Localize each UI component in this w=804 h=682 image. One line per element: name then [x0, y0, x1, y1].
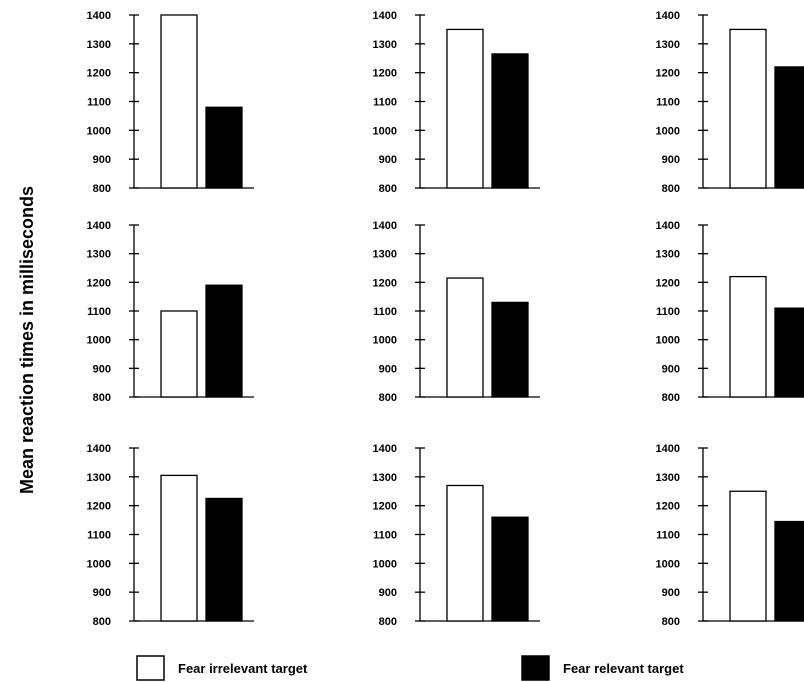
- y-tick-label: 1100: [373, 530, 397, 542]
- y-tick-label: 1100: [87, 530, 111, 542]
- y-tick-label: 900: [379, 363, 397, 375]
- bar-fear-irrelevant: [160, 474, 198, 622]
- y-tick-label: 800: [662, 616, 680, 628]
- y-tick-label: 1400: [373, 443, 397, 455]
- panel-r1-c0: 800 900 1000 1100 1200 1300 1400: [87, 220, 254, 404]
- y-tick-label: 800: [662, 183, 680, 195]
- y-tick-label: 1000: [373, 558, 397, 570]
- y-tick-label: 800: [93, 392, 111, 404]
- y-tick-label: 900: [662, 154, 680, 166]
- bar-fear-irrelevant: [160, 14, 198, 189]
- legend-swatch-fear-irrelevant: [136, 655, 165, 681]
- y-tick-label: 1100: [656, 97, 680, 109]
- y-tick-label: 1000: [87, 125, 111, 137]
- y-tick-label: 800: [379, 392, 397, 404]
- y-tick-label: 1400: [87, 220, 111, 232]
- y-tick-label: 900: [379, 154, 397, 166]
- bar-fear-relevant: [491, 516, 529, 622]
- legend-label-fear-irrelevant: Fear irrelevant target: [178, 661, 308, 676]
- y-tick-label: 1200: [656, 277, 680, 289]
- y-tick-label: 1400: [656, 443, 680, 455]
- bar-fear-relevant: [205, 106, 243, 189]
- panel-r0-c2: 800 900 1000 1100 1200 1300 1400: [656, 10, 804, 195]
- bar-fear-relevant: [491, 301, 529, 398]
- y-tick-label: 1300: [87, 39, 111, 51]
- y-tick-label: 800: [93, 616, 111, 628]
- y-tick-label: 1000: [87, 558, 111, 570]
- y-tick-label: 1300: [373, 39, 397, 51]
- legend-label-fear-relevant: Fear relevant target: [563, 661, 684, 676]
- y-tick-label: 1400: [373, 10, 397, 22]
- bar-fear-relevant: [774, 66, 804, 189]
- y-tick-label: 1100: [656, 530, 680, 542]
- y-tick-label: 800: [379, 616, 397, 628]
- bar-fear-relevant: [491, 53, 529, 189]
- y-tick-label: 1200: [373, 277, 397, 289]
- panel-r0-c1: 800 900 1000 1100 1200 1300 1400: [373, 10, 540, 195]
- bar-fear-irrelevant: [446, 28, 484, 189]
- panel-r1-c2: 800 900 1000 1100 1200 1300 1400: [656, 220, 804, 404]
- panel-r0-c0: 800 900 1000 1100 1200 1300 1400: [87, 10, 254, 195]
- y-tick-label: 1200: [373, 501, 397, 513]
- panel-r2-c0: 800 900 1000 1100 1200 1300 1400: [87, 443, 254, 628]
- y-tick-label: 1300: [87, 249, 111, 261]
- y-axis-title: Mean reaction times in milliseconds: [17, 186, 37, 494]
- y-tick-label: 1200: [373, 68, 397, 80]
- panel-r2-c1: 800 900 1000 1100 1200 1300 1400: [373, 443, 540, 628]
- y-tick-label: 1100: [656, 306, 680, 318]
- y-tick-label: 1400: [87, 443, 111, 455]
- y-tick-label: 800: [379, 183, 397, 195]
- y-tick-label: 1000: [656, 335, 680, 347]
- bar-fear-irrelevant: [729, 275, 767, 398]
- y-tick-label: 900: [379, 587, 397, 599]
- y-tick-label: 900: [662, 587, 680, 599]
- y-tick-label: 900: [93, 363, 111, 375]
- legend: Fear irrelevant target Fear relevant tar…: [136, 655, 684, 681]
- y-tick-label: 1200: [87, 68, 111, 80]
- bar-fear-relevant: [774, 520, 804, 622]
- y-tick-label: 1100: [373, 97, 397, 109]
- y-tick-label: 1300: [656, 39, 680, 51]
- y-tick-label: 1300: [656, 249, 680, 261]
- panels-group: 800 900 1000 1100 1200 1300 1400 800 900 1000 1100…: [87, 10, 804, 628]
- y-tick-label: 1200: [87, 277, 111, 289]
- y-tick-label: 1000: [373, 125, 397, 137]
- y-tick-label: 1300: [373, 249, 397, 261]
- y-tick-label: 900: [662, 363, 680, 375]
- panel-r2-c2: 800 900 1000 1100 1200 1300 1400: [656, 443, 804, 628]
- y-tick-label: 1000: [656, 558, 680, 570]
- y-tick-label: 800: [662, 392, 680, 404]
- y-tick-label: 1200: [656, 501, 680, 513]
- y-tick-label: 1400: [373, 220, 397, 232]
- bar-fear-irrelevant: [729, 490, 767, 622]
- y-tick-label: 1000: [656, 125, 680, 137]
- y-tick-label: 1200: [656, 68, 680, 80]
- y-tick-label: 800: [93, 183, 111, 195]
- y-tick-label: 1100: [87, 306, 111, 318]
- y-tick-label: 900: [93, 154, 111, 166]
- y-tick-label: 1400: [656, 10, 680, 22]
- bar-fear-relevant: [205, 284, 243, 398]
- legend-swatch-fear-relevant: [521, 655, 550, 681]
- y-tick-label: 1400: [656, 220, 680, 232]
- y-tick-label: 1300: [373, 472, 397, 484]
- bar-fear-irrelevant: [729, 28, 767, 189]
- y-tick-label: 1300: [87, 472, 111, 484]
- bar-fear-irrelevant: [446, 484, 484, 622]
- bar-fear-relevant: [205, 497, 243, 622]
- y-tick-label: 1100: [373, 306, 397, 318]
- y-tick-label: 900: [93, 587, 111, 599]
- panel-r1-c1: 800 900 1000 1100 1200 1300 1400: [373, 220, 540, 404]
- y-tick-label: 1200: [87, 501, 111, 513]
- bar-fear-relevant: [774, 307, 804, 398]
- y-tick-label: 1000: [373, 335, 397, 347]
- y-tick-label: 1000: [87, 335, 111, 347]
- bar-fear-irrelevant: [160, 310, 198, 398]
- y-tick-label: 1100: [87, 97, 111, 109]
- bar-fear-irrelevant: [446, 277, 484, 398]
- y-tick-label: 1400: [87, 10, 111, 22]
- y-tick-label: 1300: [656, 472, 680, 484]
